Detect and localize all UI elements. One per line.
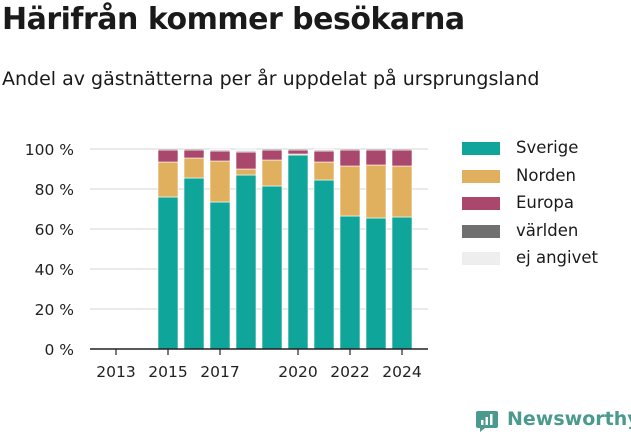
- legend-label: Norden: [516, 165, 577, 185]
- x-tick-label: 2013: [96, 363, 135, 381]
- bar-segment: [313, 161, 335, 181]
- bar-segment: [235, 174, 257, 350]
- legend-label: världen: [516, 220, 579, 240]
- brand-name: Newsworthy: [507, 408, 631, 430]
- chart-title: Härifrån kommer besökarna: [2, 2, 465, 37]
- x-tick-label: 2015: [148, 363, 187, 381]
- y-tick-label: 40 %: [35, 261, 74, 279]
- y-tick-label: 100 %: [25, 141, 74, 159]
- bar-segment: [365, 148, 387, 151]
- bar-segment: [183, 148, 205, 151]
- bar-segment: [235, 168, 257, 176]
- x-tick-label: 2024: [382, 363, 421, 381]
- legend-swatch: [462, 224, 500, 238]
- chart-subtitle: Andel av gästnätterna per år uppdelat på…: [2, 68, 540, 90]
- bar-segment: [157, 148, 179, 151]
- y-tick-label: 60 %: [35, 221, 74, 239]
- legend-swatch: [462, 197, 500, 210]
- bar-segment: [157, 196, 179, 350]
- bar-segment: [261, 159, 283, 187]
- y-tick-label: 0 %: [44, 341, 74, 359]
- bar-segment: [339, 148, 361, 151]
- bar-segment: [157, 149, 179, 163]
- bar-segment: [183, 157, 205, 179]
- bar-segment: [209, 160, 231, 203]
- bar-segment: [391, 149, 413, 167]
- y-tick-label: 80 %: [35, 181, 74, 199]
- bar-segment: [209, 201, 231, 350]
- bar-segment: [339, 165, 361, 217]
- y-tick-label: 20 %: [35, 301, 74, 319]
- legend-label: Sverige: [516, 138, 579, 157]
- bar-segment: [365, 164, 387, 219]
- bar-segment: [235, 148, 257, 152]
- x-tick-label: 2022: [330, 363, 369, 381]
- bar-segment: [313, 148, 335, 151]
- newsworthy-logo-icon: [476, 411, 498, 432]
- bar-segment: [261, 149, 283, 161]
- bar-segment: [261, 148, 283, 151]
- bar-segment: [391, 148, 413, 151]
- bar-segment: [313, 179, 335, 350]
- bar-segment: [157, 161, 179, 198]
- bar-segment: [391, 165, 413, 218]
- legend-swatch: [462, 169, 500, 183]
- bar-segment: [209, 150, 231, 162]
- legend-swatch: [462, 252, 500, 265]
- legend-swatch: [462, 142, 500, 155]
- bar-segment: [183, 149, 205, 159]
- x-tick-label: 2020: [278, 363, 317, 381]
- bar-segment: [183, 177, 205, 350]
- legend-label: Europa: [516, 193, 574, 212]
- bar-segment: [313, 150, 335, 163]
- bar-segment: [287, 154, 309, 350]
- bar-segment: [235, 151, 257, 170]
- bar-segment: [365, 149, 387, 166]
- bar-segment: [209, 148, 231, 151]
- bar-segment: [391, 216, 413, 350]
- bar-segment: [287, 149, 309, 155]
- bar-segment: [287, 148, 309, 151]
- x-tick-label: 2017: [200, 363, 239, 381]
- bar-segment: [365, 217, 387, 350]
- legend-label: ej angivet: [516, 248, 598, 267]
- bar-segment: [261, 185, 283, 350]
- bar-segment: [339, 215, 361, 350]
- bar-segment: [339, 149, 361, 167]
